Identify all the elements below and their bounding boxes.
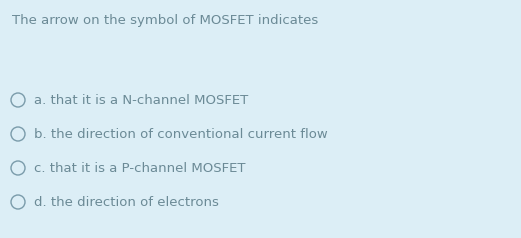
Text: b. the direction of conventional current flow: b. the direction of conventional current… xyxy=(34,128,328,140)
Text: The arrow on the symbol of MOSFET indicates: The arrow on the symbol of MOSFET indica… xyxy=(12,14,318,27)
Text: d. the direction of electrons: d. the direction of electrons xyxy=(34,195,219,208)
Text: c. that it is a P-channel MOSFET: c. that it is a P-channel MOSFET xyxy=(34,162,245,174)
Text: a. that it is a N-channel MOSFET: a. that it is a N-channel MOSFET xyxy=(34,94,248,106)
